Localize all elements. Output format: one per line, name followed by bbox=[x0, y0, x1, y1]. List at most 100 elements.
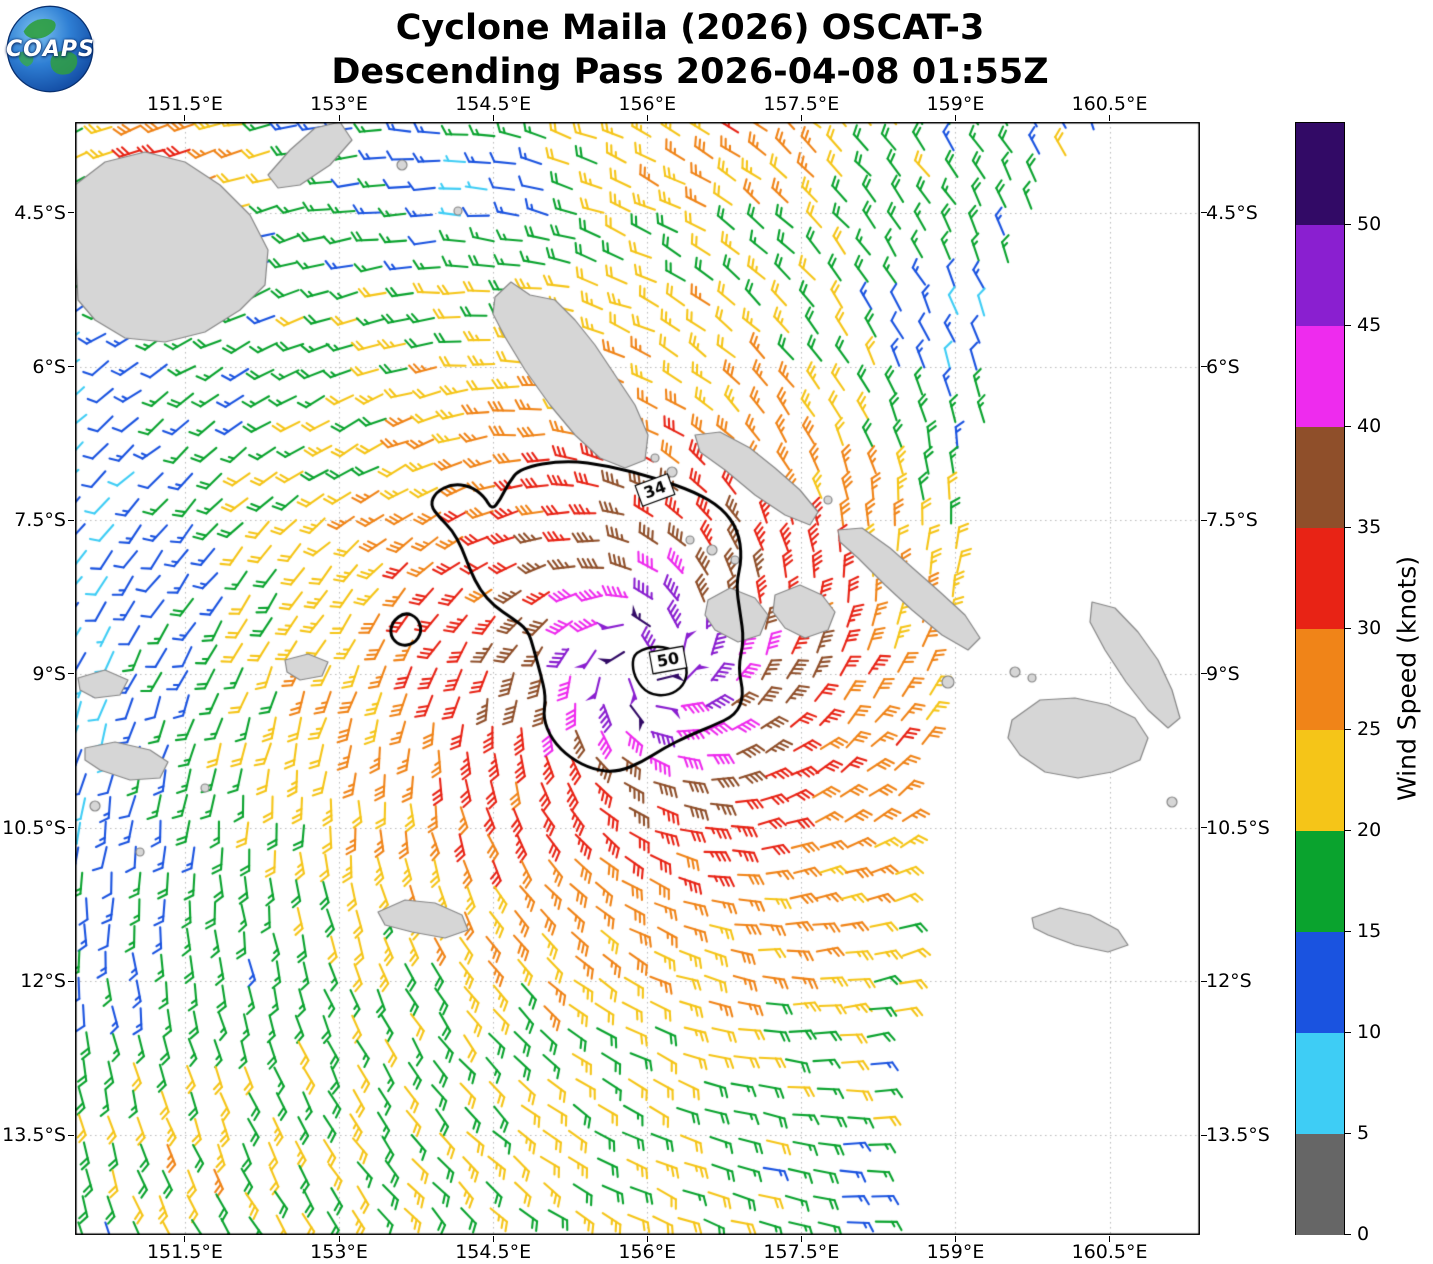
lon-tick-label-bottom: 153°E bbox=[310, 1241, 368, 1263]
axis-tick bbox=[646, 115, 648, 121]
coaps-globe-icon bbox=[6, 5, 94, 93]
lat-tick-label-right: 12°S bbox=[1206, 970, 1252, 993]
colorbar-tick-label: 5 bbox=[1357, 1122, 1370, 1144]
colorbar-band bbox=[1296, 931, 1344, 1033]
colorbar-tick bbox=[1345, 829, 1351, 831]
lon-tick-label-bottom: 159°E bbox=[926, 1241, 985, 1263]
colorbar-tick-label: 30 bbox=[1357, 617, 1382, 639]
colorbar-label: Wind Speed (knots) bbox=[1392, 555, 1422, 802]
axis-tick bbox=[1201, 1134, 1207, 1136]
colorbar-tick-label: 40 bbox=[1357, 415, 1382, 437]
axis-tick bbox=[68, 1134, 74, 1136]
colorbar-band bbox=[1296, 527, 1344, 629]
title-line-2: Descending Pass 2026-04-08 01:55Z bbox=[331, 52, 1049, 92]
axis-tick bbox=[184, 115, 186, 121]
lat-tick-label-left: 4.5°S bbox=[14, 201, 66, 224]
axis-tick bbox=[800, 115, 802, 121]
lon-tick-label-top: 154.5°E bbox=[455, 93, 532, 115]
axis-tick bbox=[646, 1236, 648, 1242]
axis-tick bbox=[1201, 519, 1207, 521]
axis-tick bbox=[1201, 212, 1207, 214]
colorbar-tick-label: 25 bbox=[1357, 718, 1382, 740]
lon-tick-label-top: 160.5°E bbox=[1071, 93, 1148, 115]
lon-tick-label-top: 157.5°E bbox=[763, 93, 840, 115]
colorbar-tick bbox=[1345, 425, 1351, 427]
colorbar-tick bbox=[1345, 526, 1351, 528]
colorbar-tick bbox=[1345, 930, 1351, 932]
colorbar-band bbox=[1296, 1133, 1344, 1235]
colorbar-bands bbox=[1296, 123, 1344, 1235]
colorbar-band bbox=[1296, 426, 1344, 528]
colorbar-tick bbox=[1345, 627, 1351, 629]
lat-tick-label-right: 7.5°S bbox=[1206, 509, 1258, 532]
colorbar-band bbox=[1296, 729, 1344, 831]
axis-tick bbox=[1201, 673, 1207, 675]
lon-tick-label-bottom: 156°E bbox=[618, 1241, 677, 1263]
lon-tick-label-bottom: 154.5°E bbox=[455, 1241, 532, 1263]
colorbar-tick bbox=[1345, 1031, 1351, 1033]
lon-tick-label-bottom: 160.5°E bbox=[1071, 1241, 1148, 1263]
colorbar-tick bbox=[1345, 223, 1351, 225]
lat-tick-label-left: 12°S bbox=[20, 970, 66, 993]
lon-tick-label-top: 156°E bbox=[618, 93, 677, 115]
colorbar-tick bbox=[1345, 324, 1351, 326]
axis-tick bbox=[1201, 366, 1207, 368]
axis-tick bbox=[68, 980, 74, 982]
axis-tick bbox=[1201, 827, 1207, 829]
axis-tick bbox=[954, 1236, 956, 1242]
axis-tick bbox=[954, 115, 956, 121]
lat-tick-label-right: 10.5°S bbox=[1206, 816, 1270, 839]
axis-tick bbox=[1201, 980, 1207, 982]
colorbar-band bbox=[1296, 123, 1344, 225]
axis-tick bbox=[800, 1236, 802, 1242]
coaps-logo-text: COAPS bbox=[6, 37, 95, 62]
lat-tick-label-left: 13.5°S bbox=[2, 1124, 66, 1146]
axis-tick bbox=[68, 212, 74, 214]
axis-tick bbox=[492, 115, 494, 121]
lat-tick-label-left: 9°S bbox=[32, 662, 66, 685]
lat-tick-label-right: 6°S bbox=[1206, 355, 1240, 378]
colorbar-tick-label: 15 bbox=[1357, 920, 1382, 942]
colorbar-band bbox=[1296, 325, 1344, 427]
lat-tick-label-right: 4.5°S bbox=[1206, 201, 1258, 224]
axis-tick bbox=[68, 519, 74, 521]
lon-tick-label-top: 159°E bbox=[926, 93, 985, 115]
lon-tick-label-bottom: 157.5°E bbox=[763, 1241, 840, 1263]
lon-tick-label-top: 153°E bbox=[310, 93, 368, 115]
axis-tick bbox=[68, 366, 74, 368]
colorbar-band bbox=[1296, 1032, 1344, 1134]
axis-tick bbox=[338, 1236, 340, 1242]
title-line-1: Cyclone Maila (2026) OSCAT-3 bbox=[395, 8, 985, 48]
axis-tick bbox=[338, 115, 340, 121]
colorbar-tick bbox=[1345, 1132, 1351, 1134]
colorbar-tick-label: 35 bbox=[1357, 516, 1382, 538]
colorbar-tick-label: 20 bbox=[1357, 819, 1382, 841]
lat-tick-label-left: 10.5°S bbox=[2, 816, 66, 839]
colorbar-tick-label: 45 bbox=[1357, 314, 1382, 336]
lat-tick-label-right: 9°S bbox=[1206, 662, 1240, 685]
plot-title: Cyclone Maila (2026) OSCAT-3 Descending … bbox=[0, 6, 1380, 94]
colorbar bbox=[1295, 122, 1345, 1235]
colorbar-band bbox=[1296, 224, 1344, 326]
axis-tick bbox=[184, 1236, 186, 1242]
colorbar-tick-label: 0 bbox=[1357, 1223, 1370, 1245]
axis-tick bbox=[1109, 115, 1111, 121]
axis-tick bbox=[492, 1236, 494, 1242]
lon-tick-label-bottom: 151.5°E bbox=[146, 1241, 223, 1263]
lat-tick-label-left: 7.5°S bbox=[14, 509, 66, 532]
coaps-logo: COAPS bbox=[6, 5, 94, 93]
lat-tick-label-left: 6°S bbox=[32, 355, 66, 378]
colorbar-tick bbox=[1345, 1233, 1351, 1235]
axis-tick bbox=[1109, 1236, 1111, 1242]
lat-tick-label-right: 13.5°S bbox=[1206, 1124, 1270, 1146]
axis-tick bbox=[68, 673, 74, 675]
colorbar-band bbox=[1296, 628, 1344, 730]
colorbar-tick bbox=[1345, 728, 1351, 730]
axis-tick bbox=[68, 827, 74, 829]
colorbar-tick-label: 50 bbox=[1357, 213, 1382, 235]
lon-tick-label-top: 151.5°E bbox=[146, 93, 223, 115]
colorbar-band bbox=[1296, 830, 1344, 932]
wind-barb-map-canvas bbox=[75, 122, 1200, 1235]
colorbar-tick-label: 10 bbox=[1357, 1021, 1382, 1043]
